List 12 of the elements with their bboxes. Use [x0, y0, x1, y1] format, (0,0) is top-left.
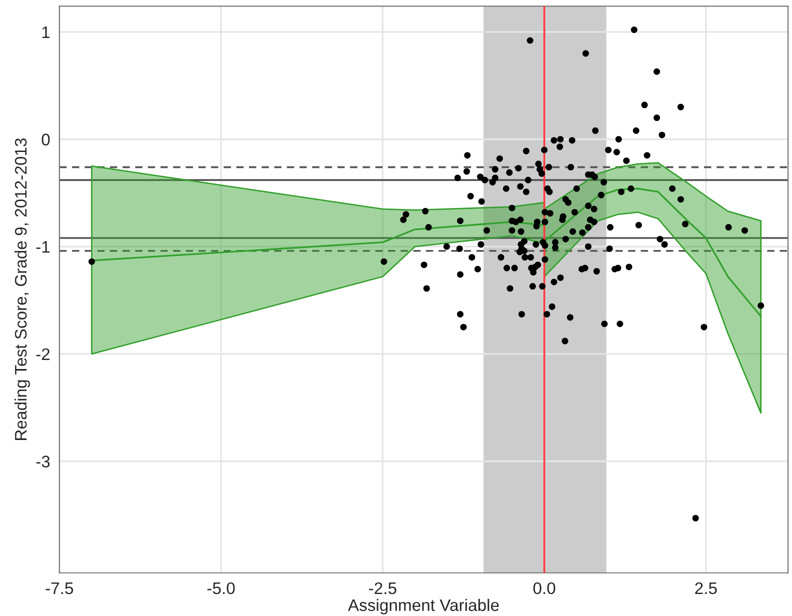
y-tick-label: -3	[36, 456, 50, 468]
x-tick-label: -2.5	[369, 582, 396, 594]
x-axis-title: Assignment Variable	[348, 598, 499, 614]
y-tick-label: -2	[36, 348, 50, 360]
y-tick-label: 0	[42, 134, 50, 146]
x-tick-label: -5.0	[207, 582, 235, 594]
y-tick-label: 1	[42, 26, 50, 38]
x-tick-label: 2.5	[695, 582, 717, 594]
y-axis-title: Reading Test Score, Grade 9, 2012-2013	[14, 138, 30, 440]
y-tick-label: -1	[36, 241, 50, 253]
x-tick-label: -7.5	[46, 582, 74, 594]
x-tick-label: 0.0	[533, 582, 556, 594]
